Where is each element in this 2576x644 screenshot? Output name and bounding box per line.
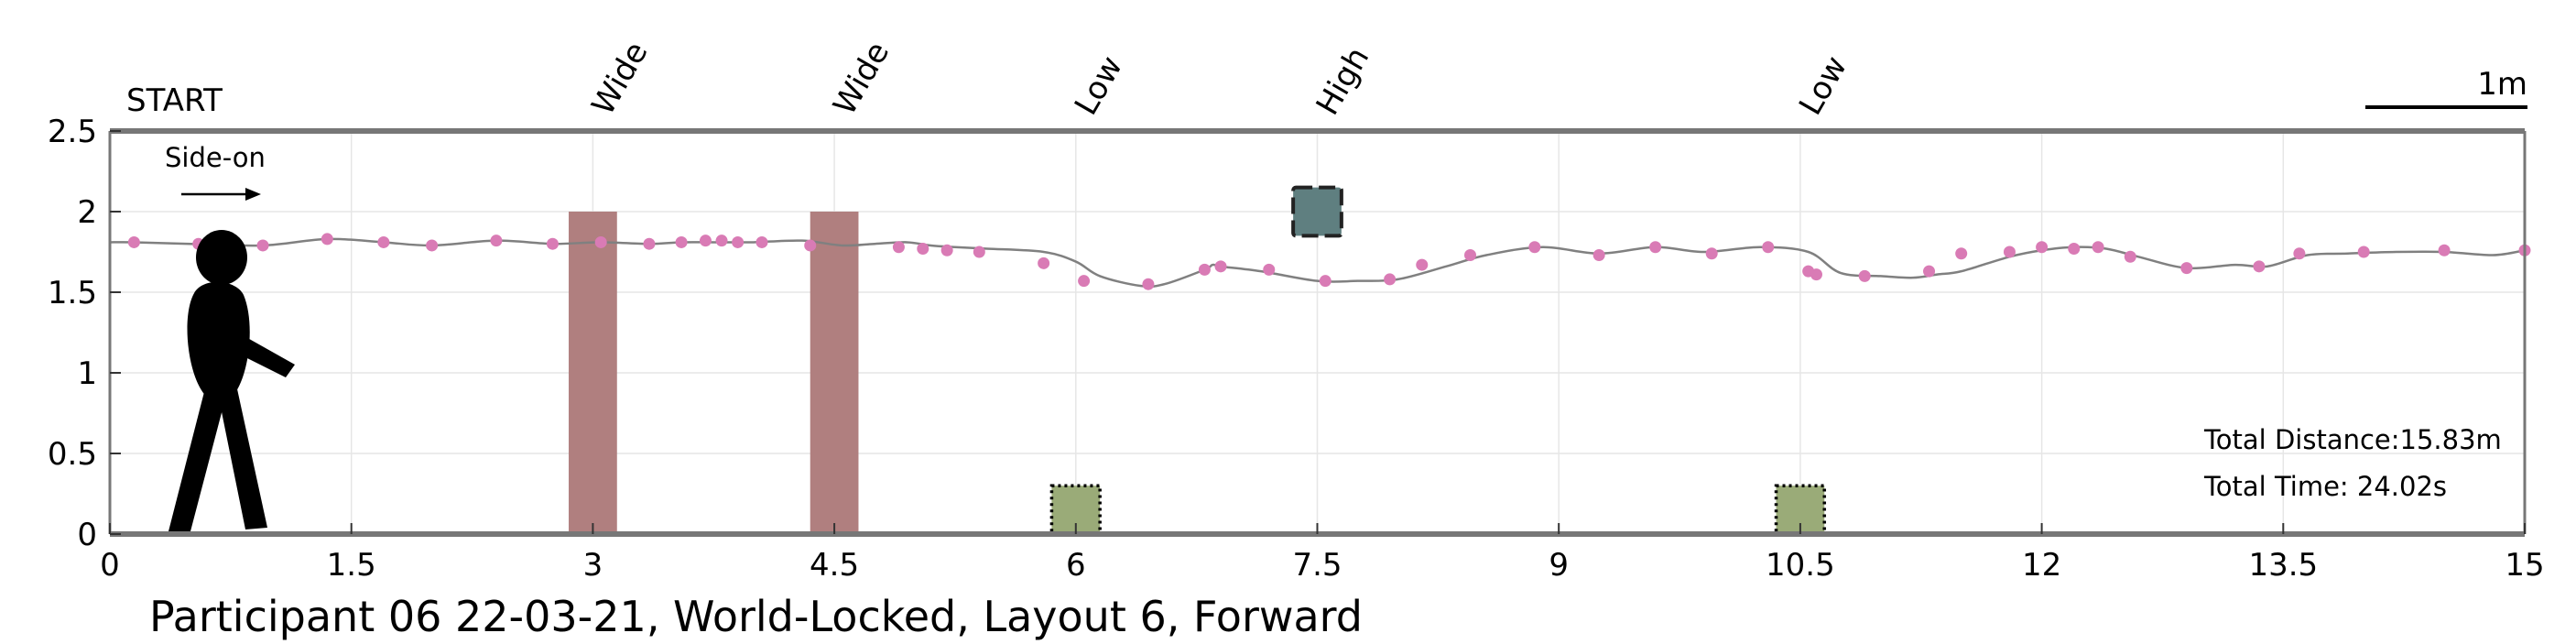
trajectory-point [1416, 258, 1429, 271]
trajectory-point [2003, 246, 2016, 258]
direction-indicator: Side-on [165, 142, 266, 201]
trajectory-line-0 [109, 237, 2526, 289]
trajectory-point [490, 235, 503, 247]
trajectory-point [699, 235, 712, 247]
x-tick-label: 1.5 [327, 547, 376, 584]
x-tick-label: 10.5 [1766, 547, 1835, 584]
trajectory-point [715, 235, 728, 247]
trajectory-point [675, 235, 688, 248]
x-tick-label: 3 [583, 547, 603, 584]
trajectory-point [804, 239, 817, 252]
y-tick-label: 2.5 [48, 114, 97, 150]
obstacle-wide [569, 212, 617, 534]
total-time: Total Time: 24.02s [2203, 471, 2447, 502]
trajectory-point [1592, 249, 1605, 262]
start-label: START [126, 82, 223, 119]
direction-arrow-head-icon [245, 188, 261, 201]
trajectory-point [973, 246, 985, 258]
trajectory-point [2036, 241, 2049, 254]
trajectory-point [1263, 263, 1276, 276]
x-tick-label: 6 [1066, 547, 1086, 584]
trajectory-point [2438, 244, 2451, 257]
trajectory-point [321, 233, 333, 246]
trajectory-point [1810, 268, 1822, 281]
direction-label: Side-on [165, 142, 266, 173]
trajectory-point [755, 235, 768, 248]
trajectory-point [2124, 250, 2136, 263]
trajectory-point [1078, 275, 1091, 288]
x-tick-label: 4.5 [810, 547, 859, 584]
obstacle-label: Low [1068, 50, 1130, 122]
trajectory-point [546, 237, 559, 250]
trajectory-point [2357, 246, 2370, 258]
x-tick-label: 15 [2505, 547, 2544, 584]
trajectory-point [1762, 241, 1775, 254]
obstacle-label: Wide [826, 36, 897, 121]
trajectory-point [1319, 275, 1331, 288]
trajectory-point [426, 239, 439, 252]
obstacle-label: High [1310, 41, 1377, 122]
trajectory-point [2253, 260, 2266, 273]
scale-bar-label: 1m [2477, 66, 2527, 103]
trajectory-point [1649, 241, 1662, 254]
trajectory-point [1528, 241, 1541, 254]
trajectory [109, 233, 2531, 290]
walker-body [187, 281, 250, 403]
obstacles [569, 185, 1827, 536]
trajectory-point [2068, 242, 2081, 255]
trajectory-point [1464, 249, 1477, 262]
axes: 0 1.5 3 4.5 6 7.5 9 10.5 12 13.5 15 0 0.5 1 1.5 2 2.5 Wid… [48, 36, 2545, 584]
walker-head [196, 230, 247, 285]
trajectory-point [1705, 247, 1718, 260]
total-distance: Total Distance:15.83m [2203, 424, 2502, 455]
obstacle-wide [810, 212, 859, 534]
obstacle-high [1291, 185, 1343, 238]
trajectory-point [377, 235, 390, 248]
x-tick-label: 0 [100, 547, 120, 584]
y-tick-label: 1 [77, 355, 97, 392]
trajectory-point [2293, 247, 2306, 260]
x-tick-label: 7.5 [1292, 547, 1342, 584]
y-tick-label: 0 [77, 517, 97, 553]
x-tick-label: 13.5 [2248, 547, 2318, 584]
walker-figure-icon [168, 230, 295, 531]
trajectory-point [2092, 241, 2104, 254]
trajectory-point [1858, 269, 1871, 282]
trajectory-point [643, 237, 656, 250]
x-tick-label: 9 [1549, 547, 1569, 584]
trajectory-point [1384, 273, 1397, 286]
obstacle-label: Wide [585, 36, 656, 121]
scale-bar: 1m [2365, 66, 2527, 109]
chart-title: Participant 06 22-03-21, World-Locked, L… [149, 592, 1363, 641]
y-tick-label: 2 [77, 194, 97, 231]
y-tick-label: 1.5 [48, 275, 97, 311]
trial-stats: Total Distance:15.83m Total Time: 24.02s [2203, 424, 2502, 502]
trajectory-point [1038, 257, 1050, 269]
trajectory-point [127, 235, 140, 248]
walker-arm [231, 332, 295, 377]
trajectory-point [940, 244, 953, 257]
trajectory-point [1198, 263, 1211, 276]
trajectory-point [1142, 278, 1155, 290]
trajectory-point [1214, 260, 1227, 273]
trajectory-point [594, 235, 607, 248]
walker-leg-back [168, 385, 229, 531]
trajectory-point [1955, 247, 1968, 260]
trajectory-point [256, 239, 269, 252]
trajectory-point [892, 241, 905, 254]
trajectory-point [732, 235, 745, 248]
trajectory-point [917, 242, 929, 255]
obstacle-label: Low [1792, 50, 1854, 122]
walker-leg-front [216, 385, 267, 529]
y-tick-label: 0.5 [48, 436, 97, 473]
trajectory-point [1923, 265, 1936, 278]
trajectory-point [2180, 262, 2193, 275]
x-tick-label: 12 [2022, 547, 2061, 584]
